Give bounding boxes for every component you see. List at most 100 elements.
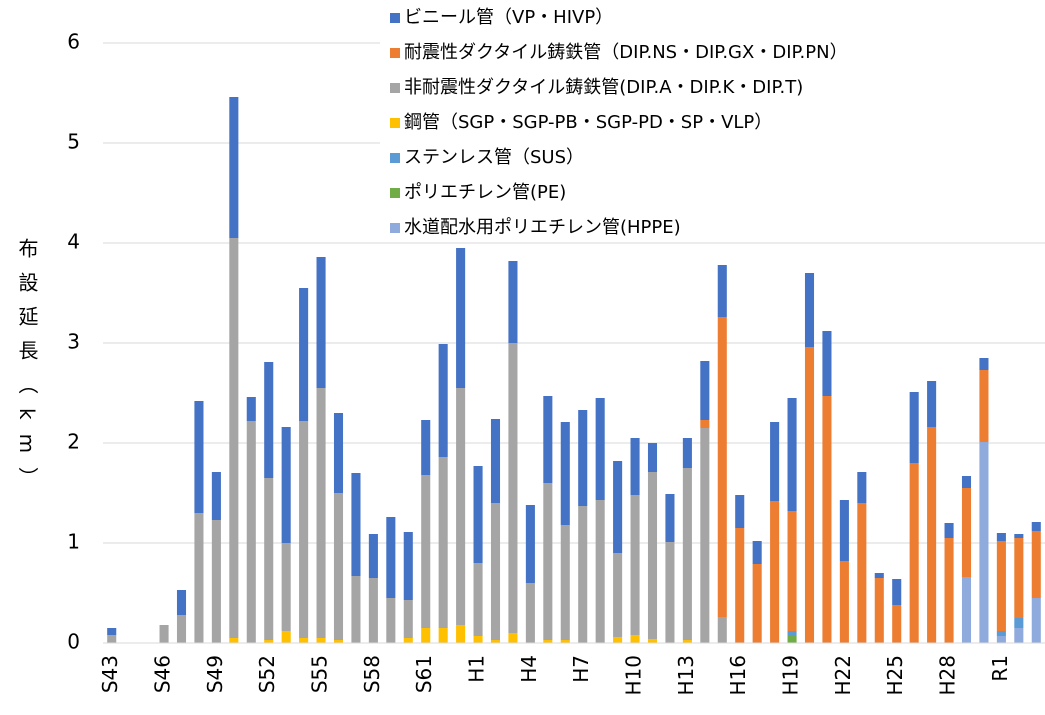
bar-segment: [264, 478, 274, 640]
bar-segment: [874, 573, 884, 578]
bar-segment: [979, 442, 989, 643]
bar-segment: [578, 506, 588, 643]
bar-segment: [700, 420, 710, 428]
bar-segment: [647, 639, 658, 643]
bar-segment: [490, 640, 501, 643]
bar-segment: [961, 577, 972, 643]
bar-segment: [717, 317, 727, 617]
x-tick-label: H19: [779, 655, 803, 696]
legend-swatch: [390, 48, 400, 58]
bar-segment: [944, 523, 954, 538]
bar-segment: [892, 605, 902, 643]
bar-segment: [857, 472, 867, 503]
bar-segment: [996, 533, 1006, 541]
bar-segment: [630, 635, 640, 643]
x-tick-label: H28: [936, 655, 960, 696]
bar-segment: [1014, 534, 1024, 538]
x-tick-label: S49: [203, 655, 227, 693]
bar-segment: [333, 413, 344, 493]
bar-segment: [194, 401, 204, 513]
x-tick-label: S61: [412, 655, 436, 693]
bar-segment: [159, 625, 169, 643]
bar-segment: [752, 564, 762, 643]
bar-segment: [822, 396, 832, 643]
bar-segment: [403, 638, 413, 643]
bar-segment: [211, 520, 221, 643]
bar-segment: [264, 362, 274, 478]
bar-segment: [665, 494, 675, 542]
bar-segment: [682, 468, 692, 640]
bar-segment: [822, 331, 832, 396]
bar-segment: [281, 631, 291, 643]
bar-segment: [543, 483, 553, 640]
bar-segment: [630, 438, 640, 495]
bar-segment: [735, 495, 745, 528]
x-tick-label: S52: [255, 655, 279, 693]
bar-segment: [839, 500, 849, 561]
legend-swatch: [390, 188, 400, 198]
legend-swatch: [390, 83, 400, 93]
bar-segment: [770, 422, 780, 501]
bar-segment: [316, 638, 326, 643]
legend-background: [380, 0, 1045, 242]
bar-segment: [1031, 531, 1041, 598]
bar-segment: [630, 495, 640, 635]
bar-segment: [717, 265, 727, 317]
bar-segment: [229, 97, 239, 238]
bar-segment: [595, 500, 605, 643]
bar-segment: [752, 541, 762, 564]
bar-segment: [996, 541, 1006, 631]
bar-segment: [508, 261, 518, 343]
bar-segment: [490, 419, 501, 503]
bar-segment: [194, 513, 204, 643]
legend-swatch: [390, 13, 400, 23]
x-tick-label: H25: [883, 655, 907, 696]
bar-segment: [456, 625, 466, 643]
y-tick-label: 3: [67, 330, 80, 354]
bar-segment: [421, 420, 431, 475]
bar-segment: [316, 257, 326, 388]
bar-segment: [508, 633, 518, 643]
bar-segment: [299, 638, 309, 643]
bar-segment: [647, 472, 658, 639]
bar-segment: [456, 248, 466, 388]
bar-segment: [490, 503, 501, 640]
bar-segment: [560, 640, 570, 643]
bar-segment: [700, 361, 710, 420]
bar-segment: [700, 428, 710, 643]
bar-segment: [647, 443, 658, 472]
bar-segment: [909, 392, 919, 463]
bar-segment: [787, 511, 797, 631]
bar-segment: [578, 410, 588, 506]
bar-segment: [333, 640, 344, 643]
bar-segment: [682, 640, 692, 643]
bars: [107, 97, 1041, 643]
bar-segment: [176, 615, 187, 643]
bar-segment: [333, 493, 344, 640]
bar-segment: [735, 528, 745, 643]
legend-swatch: [390, 118, 400, 128]
bar-segment: [1014, 628, 1024, 643]
bar-segment: [316, 388, 326, 638]
bar-segment: [438, 457, 448, 628]
bar-segment: [996, 631, 1006, 636]
x-tick-label: S43: [98, 655, 122, 693]
bar-segment: [368, 534, 378, 578]
y-axis-label: 布設延長（km）: [15, 238, 39, 502]
bar-segment: [787, 398, 797, 511]
bar-segment: [421, 628, 431, 643]
legend-label: 非耐震性ダクタイル鋳鉄管(DIP.A・DIP.K・DIP.T): [404, 77, 803, 98]
bar-segment: [107, 635, 117, 643]
bar-segment: [281, 543, 291, 631]
y-tick-label: 1: [67, 530, 80, 554]
bar-segment: [961, 488, 972, 577]
x-tick-label: S55: [308, 655, 332, 693]
bar-segment: [386, 598, 396, 643]
bar-segment: [613, 553, 623, 637]
x-tick-label: H10: [622, 655, 646, 696]
bar-segment: [613, 461, 623, 553]
bar-segment: [229, 238, 239, 638]
bar-segment: [176, 590, 187, 615]
bar-segment: [787, 636, 797, 643]
